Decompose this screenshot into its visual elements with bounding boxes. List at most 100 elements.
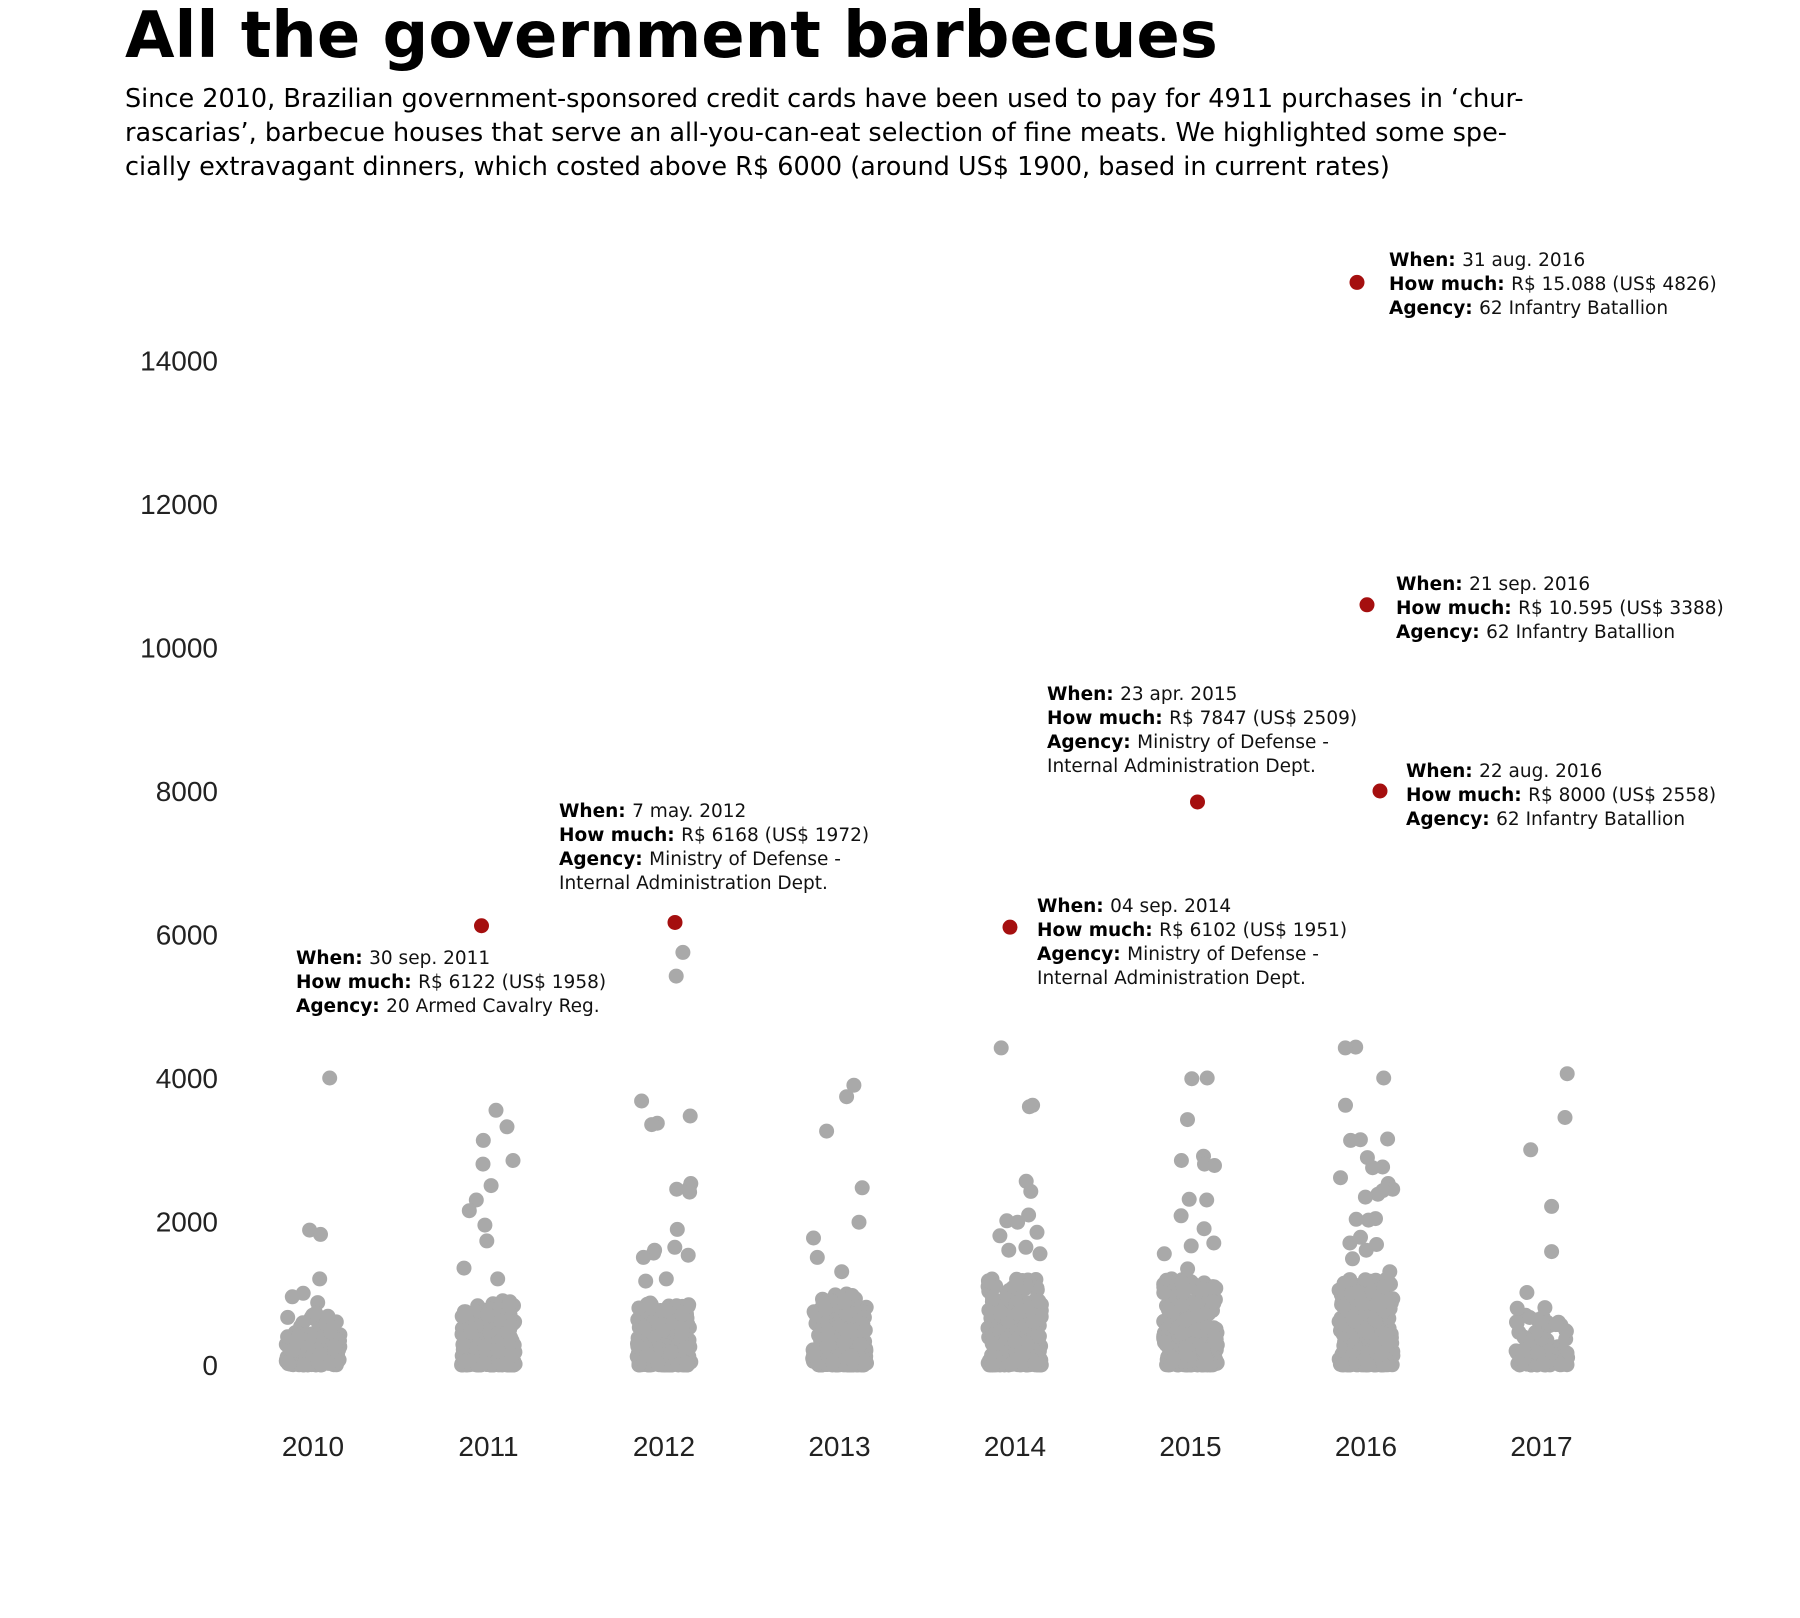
data-point [1367,1314,1383,1329]
data-point [669,1181,685,1197]
data-point [1357,1189,1373,1205]
data-point [1557,1110,1573,1125]
data-point [1174,1275,1190,1291]
data-point [505,1153,521,1168]
data-point [468,1192,484,1208]
data-point [992,1228,1008,1244]
data-point [483,1178,499,1194]
data-point [1380,1131,1396,1147]
data-point [1023,1183,1039,1199]
data-point [1181,1191,1197,1207]
annotation-value: 62 Infantry Batallion [1486,622,1675,643]
point-annotation: When: 7 may. 2012 How much: R$ 6168 (US$ … [559,801,869,894]
data-point [312,1346,328,1362]
annotation-value: 62 Infantry Batallion [1479,298,1668,319]
y-tick-label: 4000 [156,1063,218,1094]
data-point [993,1040,1009,1056]
highlight-point [1349,274,1365,290]
data-point [668,968,684,984]
annotation-key: When: [1389,250,1462,271]
annotation-value: 23 apr. 2015 [1120,684,1237,705]
annotation-key: How much: [296,972,418,993]
data-point [1177,1312,1193,1328]
annotation-line: When: 22 aug. 2016 [1406,761,1602,782]
data-point [1519,1285,1535,1300]
data-point [1382,1264,1398,1280]
data-point [1180,1112,1195,1128]
data-point [1335,1298,1351,1314]
annotation-line: Agency: 62 Infantry Batallion [1389,298,1668,319]
point-annotation: When: 23 apr. 2015 How much: R$ 7847 (US$… [1047,684,1357,777]
data-point [1515,1342,1531,1358]
data-point [838,1322,854,1338]
subtitle-line: cially extravagant dinners, which costed… [125,152,1390,182]
data-point [1376,1070,1392,1086]
data-point [1156,1285,1172,1301]
data-point [1189,1308,1204,1323]
annotation-value: 7 may. 2012 [632,801,746,822]
data-point [280,1356,296,1372]
annotation-line: How much: R$ 6122 (US$ 1958) [296,972,606,993]
highlight-point [667,914,683,930]
data-point [1333,1170,1348,1186]
data-point [1205,1294,1221,1310]
data-point [1174,1297,1190,1313]
data-point [1376,1279,1392,1295]
highlight-point [1002,919,1018,935]
data-point [682,1108,698,1124]
data-point [1031,1293,1047,1309]
data-point [1207,1158,1222,1173]
highlight-point [1359,597,1375,613]
data-point [857,1322,873,1338]
annotation-value: R$ 10.595 (US$ 3388) [1518,598,1724,619]
data-point [477,1217,493,1233]
data-point [631,1300,647,1316]
data-point [461,1203,477,1219]
data-point [639,1347,655,1363]
data-point [313,1226,328,1242]
data-point [1008,1276,1024,1292]
annotation-line: Agency: Ministry of Defense - [559,849,841,870]
data-point [839,1089,855,1105]
annotation-key: When: [296,948,369,969]
chart-subtitle: Since 2010, Brazilian government-sponsor… [125,82,1685,184]
annotation-key: Agency: [296,996,386,1017]
data-point [674,1306,690,1322]
data-point [1548,1317,1564,1333]
data-point [1535,1356,1551,1372]
data-point [1178,1340,1194,1355]
data-point [985,1357,1001,1373]
data-point [1021,1207,1037,1223]
data-point [475,1156,491,1172]
data-point [327,1339,343,1355]
data-point [1337,1040,1353,1056]
annotation-value: 04 sep. 2014 [1110,896,1231,917]
annotation-value: R$ 7847 (US$ 2509) [1169,708,1357,729]
data-point [322,1070,338,1086]
regular-points-layer [278,944,1576,1373]
annotation-value: Ministry of Defense - [1137,732,1329,753]
data-point [1031,1328,1047,1344]
highlight-point [474,918,489,934]
annotation-value: 20 Armed Cavalry Reg. [386,996,600,1017]
annotation-line: Internal Administration Dept. [559,873,828,894]
annotation-key: Agency: [559,849,649,870]
annotation-key: How much: [1396,598,1518,619]
data-point [1509,1300,1525,1316]
data-point [320,1308,336,1324]
annotation-line: When: 23 apr. 2015 [1047,684,1237,705]
data-point [312,1271,328,1287]
data-point [1338,1097,1353,1113]
highlight-point [1372,783,1388,799]
data-point [1553,1357,1569,1373]
data-point [851,1214,867,1230]
data-point [488,1102,504,1118]
annotation-line: Internal Administration Dept. [1047,756,1316,777]
data-point [280,1309,296,1325]
annotation-line: How much: R$ 15.088 (US$ 4826) [1389,274,1717,295]
data-point [815,1294,831,1309]
data-point [1334,1357,1350,1373]
data-point [479,1233,495,1249]
annotation-line: How much: R$ 8000 (US$ 2558) [1406,785,1716,806]
data-point [845,1352,861,1368]
